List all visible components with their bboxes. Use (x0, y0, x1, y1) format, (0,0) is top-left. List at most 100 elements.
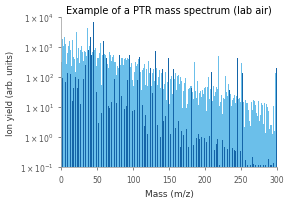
Bar (199, 139, 200, 204)
Bar (214, 97, 215, 204)
Bar (241, 104, 242, 204)
Bar (252, 111, 253, 204)
Bar (156, 69, 157, 204)
Bar (115, 63, 116, 204)
Bar (134, 72, 135, 204)
Bar (78, 49, 79, 204)
Bar (84, 31, 85, 204)
Bar (198, 134, 199, 204)
Bar (147, 86, 148, 204)
Bar (170, 80, 171, 204)
Bar (238, 100, 239, 204)
Bar (108, 68, 109, 204)
Bar (237, 58, 238, 204)
Bar (203, 94, 204, 204)
Bar (175, 128, 176, 204)
Bar (136, 67, 137, 204)
Bar (101, 85, 102, 204)
Bar (217, 139, 218, 204)
Bar (87, 29, 88, 204)
Bar (65, 45, 66, 204)
Bar (97, 58, 98, 204)
Bar (67, 53, 68, 204)
Bar (169, 104, 170, 204)
Bar (235, 104, 236, 204)
Bar (180, 77, 181, 204)
Bar (113, 56, 114, 204)
Bar (72, 41, 73, 204)
Bar (267, 108, 268, 204)
Bar (216, 87, 217, 204)
Bar (257, 117, 258, 204)
Bar (274, 131, 275, 204)
Bar (184, 84, 185, 204)
Bar (227, 96, 228, 204)
Bar (111, 62, 112, 204)
Bar (171, 77, 172, 204)
Bar (194, 58, 195, 204)
Bar (98, 59, 99, 204)
Bar (263, 124, 264, 204)
Bar (198, 105, 199, 204)
Bar (226, 93, 227, 204)
Bar (249, 121, 250, 204)
Bar (151, 86, 152, 204)
Bar (121, 59, 122, 204)
Bar (86, 56, 87, 204)
Bar (62, 79, 63, 204)
Bar (114, 80, 115, 204)
Bar (149, 74, 150, 204)
Bar (231, 106, 232, 204)
Bar (110, 49, 111, 204)
Bar (194, 63, 195, 204)
Bar (248, 165, 249, 204)
Bar (214, 150, 215, 204)
Bar (227, 149, 228, 204)
Bar (99, 54, 100, 204)
Bar (268, 160, 269, 204)
Bar (109, 52, 110, 204)
Bar (68, 47, 69, 204)
Bar (67, 74, 68, 204)
Bar (261, 160, 262, 204)
Bar (245, 100, 246, 204)
Bar (164, 85, 165, 204)
Bar (258, 101, 259, 204)
Bar (73, 58, 74, 204)
Bar (130, 62, 131, 204)
Bar (277, 110, 278, 204)
Bar (232, 100, 233, 204)
Bar (189, 89, 190, 204)
Bar (253, 101, 254, 204)
Bar (206, 143, 207, 204)
Bar (126, 107, 127, 204)
Bar (193, 145, 194, 204)
Bar (226, 152, 227, 204)
Bar (95, 58, 96, 204)
Bar (200, 91, 201, 204)
Bar (199, 93, 200, 204)
Bar (272, 135, 273, 204)
Bar (261, 103, 262, 204)
Bar (180, 147, 181, 204)
Bar (271, 125, 272, 204)
Bar (72, 101, 73, 204)
Bar (155, 57, 156, 204)
Bar (161, 74, 162, 204)
Bar (276, 69, 277, 204)
Bar (248, 110, 249, 204)
Bar (96, 92, 97, 204)
Bar (116, 104, 117, 204)
Bar (179, 84, 180, 204)
Bar (228, 84, 229, 204)
Bar (63, 115, 64, 204)
Bar (124, 60, 125, 204)
Bar (78, 80, 79, 204)
Bar (112, 54, 113, 204)
Bar (176, 129, 177, 204)
Bar (123, 66, 124, 204)
Bar (106, 59, 107, 204)
Bar (127, 81, 128, 204)
Bar (219, 165, 220, 204)
Bar (163, 122, 164, 204)
